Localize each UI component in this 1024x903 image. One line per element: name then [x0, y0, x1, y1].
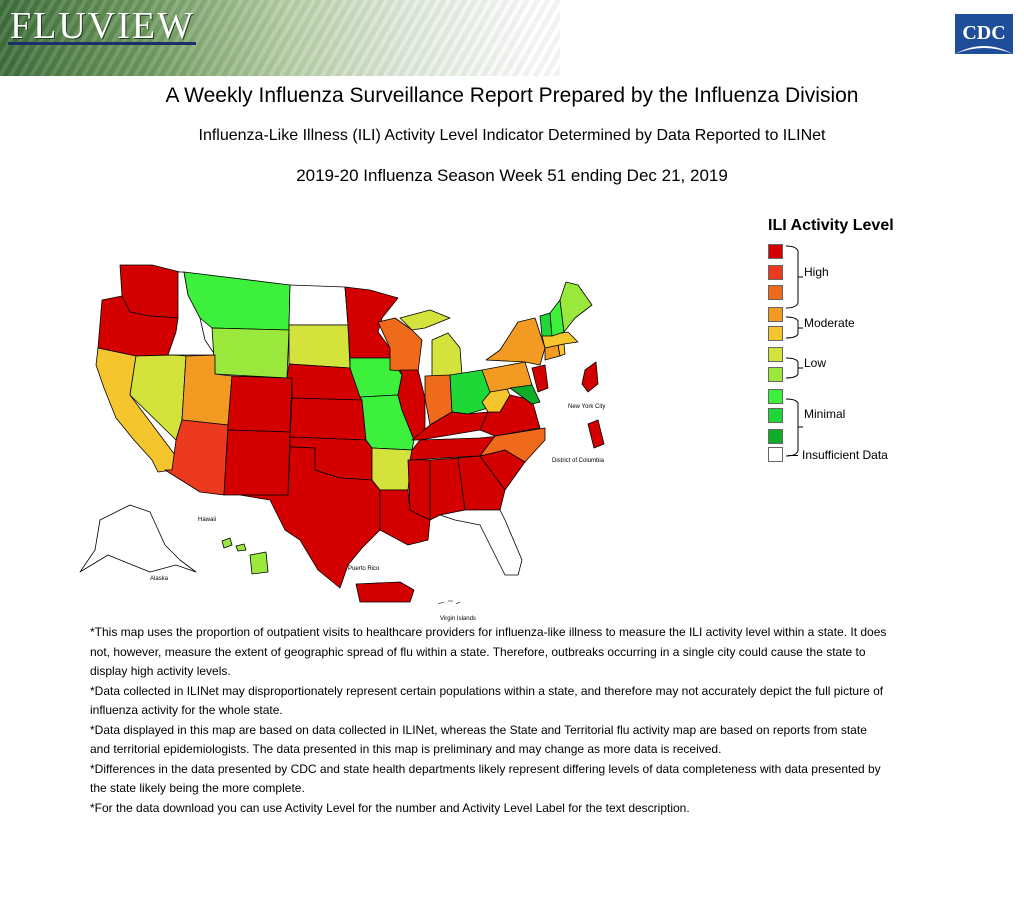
- legend-label-moderate: Moderate: [804, 316, 855, 330]
- footnote-3: *Data displayed in this map are based on…: [90, 722, 867, 757]
- banner-texture: [0, 0, 560, 76]
- virgin-islands-marks: [437, 600, 461, 605]
- inset-hawaii-1[interactable]: [221, 537, 233, 549]
- state-delaware-maryland[interactable]: [509, 384, 541, 405]
- legend-dash-insufficient: [788, 455, 798, 456]
- footnote-4: *Differences in the data presented by CD…: [90, 761, 881, 796]
- label-virgin-islands: Virgin Islands: [440, 616, 476, 622]
- legend-swatch-level-9: [768, 265, 783, 280]
- label-district-of-columbia: District of Columbia: [552, 458, 605, 464]
- state-georgia[interactable]: [457, 455, 506, 511]
- inset-new-york-city[interactable]: [581, 361, 599, 393]
- state-mississippi[interactable]: [407, 459, 431, 521]
- legend-swatch-insufficient: [768, 447, 783, 462]
- us-ili-map: New York City District of Columbia Hawai…: [79, 264, 605, 622]
- season-week-title: 2019-20 Influenza Season Week 51 ending …: [296, 166, 728, 185]
- state-new-york[interactable]: [485, 317, 546, 366]
- state-south-dakota[interactable]: [288, 324, 351, 369]
- legend-swatch-level-10: [768, 244, 783, 259]
- state-arizona[interactable]: [164, 419, 229, 496]
- logo-underline: [8, 42, 196, 45]
- legend-swatch-level-6: [768, 326, 783, 341]
- state-north-dakota[interactable]: [288, 284, 349, 326]
- legend-title: ILI Activity Level: [768, 217, 894, 234]
- legend-swatch-level-4: [768, 367, 783, 382]
- label-hawaii: Hawaii: [198, 517, 216, 523]
- state-wisconsin[interactable]: [377, 317, 423, 373]
- state-michigan-upper[interactable]: [399, 309, 451, 331]
- inset-puerto-rico[interactable]: [355, 581, 415, 603]
- label-new-york-city: New York City: [568, 404, 605, 410]
- state-texas[interactable]: [239, 446, 381, 589]
- state-wyoming[interactable]: [211, 327, 290, 379]
- state-minnesota[interactable]: [344, 286, 399, 359]
- legend-swatch-level-5: [768, 347, 783, 362]
- state-louisiana[interactable]: [379, 489, 431, 546]
- fluview-banner: FLUVIEW CDC: [0, 0, 1024, 76]
- footnote-5: *For the data download you can use Activ…: [90, 800, 690, 815]
- legend-label-high: High: [804, 265, 829, 279]
- state-kentucky[interactable]: [411, 411, 489, 441]
- state-new-mexico[interactable]: [223, 429, 291, 496]
- footnote-2: *Data collected in ILINet may disproport…: [90, 683, 884, 718]
- report-title: A Weekly Influenza Surveillance Report P…: [165, 84, 859, 107]
- legend-brackets: [785, 245, 803, 457]
- legend-swatch-level-7: [768, 307, 783, 322]
- legend-swatch-level-8: [768, 285, 783, 300]
- state-michigan[interactable]: [431, 332, 463, 377]
- footnote-1: *This map uses the proportion of outpati…: [90, 625, 887, 678]
- legend-swatch-level-1: [768, 429, 783, 444]
- state-north-carolina[interactable]: [479, 427, 546, 463]
- state-kansas[interactable]: [289, 397, 367, 441]
- state-new-jersey[interactable]: [531, 364, 549, 393]
- legend-label-minimal: Minimal: [804, 407, 846, 421]
- state-washington[interactable]: [119, 264, 185, 319]
- cdc-logo[interactable]: CDC: [955, 14, 1013, 54]
- footnotes: *This map uses the proportion of outpati…: [90, 623, 890, 818]
- label-alaska: Alaska: [150, 576, 169, 582]
- inset-hawaii-3[interactable]: [249, 551, 269, 575]
- state-colorado[interactable]: [227, 375, 293, 433]
- state-maine[interactable]: [559, 281, 593, 333]
- report-subtitle: Influenza-Like Illness (ILI) Activity Le…: [198, 127, 826, 144]
- legend-label-low: Low: [804, 356, 827, 370]
- label-puerto-rico: Puerto Rico: [348, 566, 380, 572]
- inset-hawaii-2[interactable]: [235, 543, 247, 552]
- legend-swatch-level-3: [768, 389, 783, 404]
- legend-label-insufficient: Insufficient Data: [802, 448, 888, 462]
- inset-district-of-columbia[interactable]: [587, 419, 605, 449]
- inset-alaska[interactable]: [79, 504, 197, 573]
- state-arkansas[interactable]: [371, 447, 413, 491]
- fluview-logo[interactable]: FLUVIEW: [10, 5, 195, 47]
- cdc-logo-text: CDC: [962, 22, 1005, 44]
- state-florida[interactable]: [439, 509, 523, 576]
- legend-swatch-level-2: [768, 408, 783, 423]
